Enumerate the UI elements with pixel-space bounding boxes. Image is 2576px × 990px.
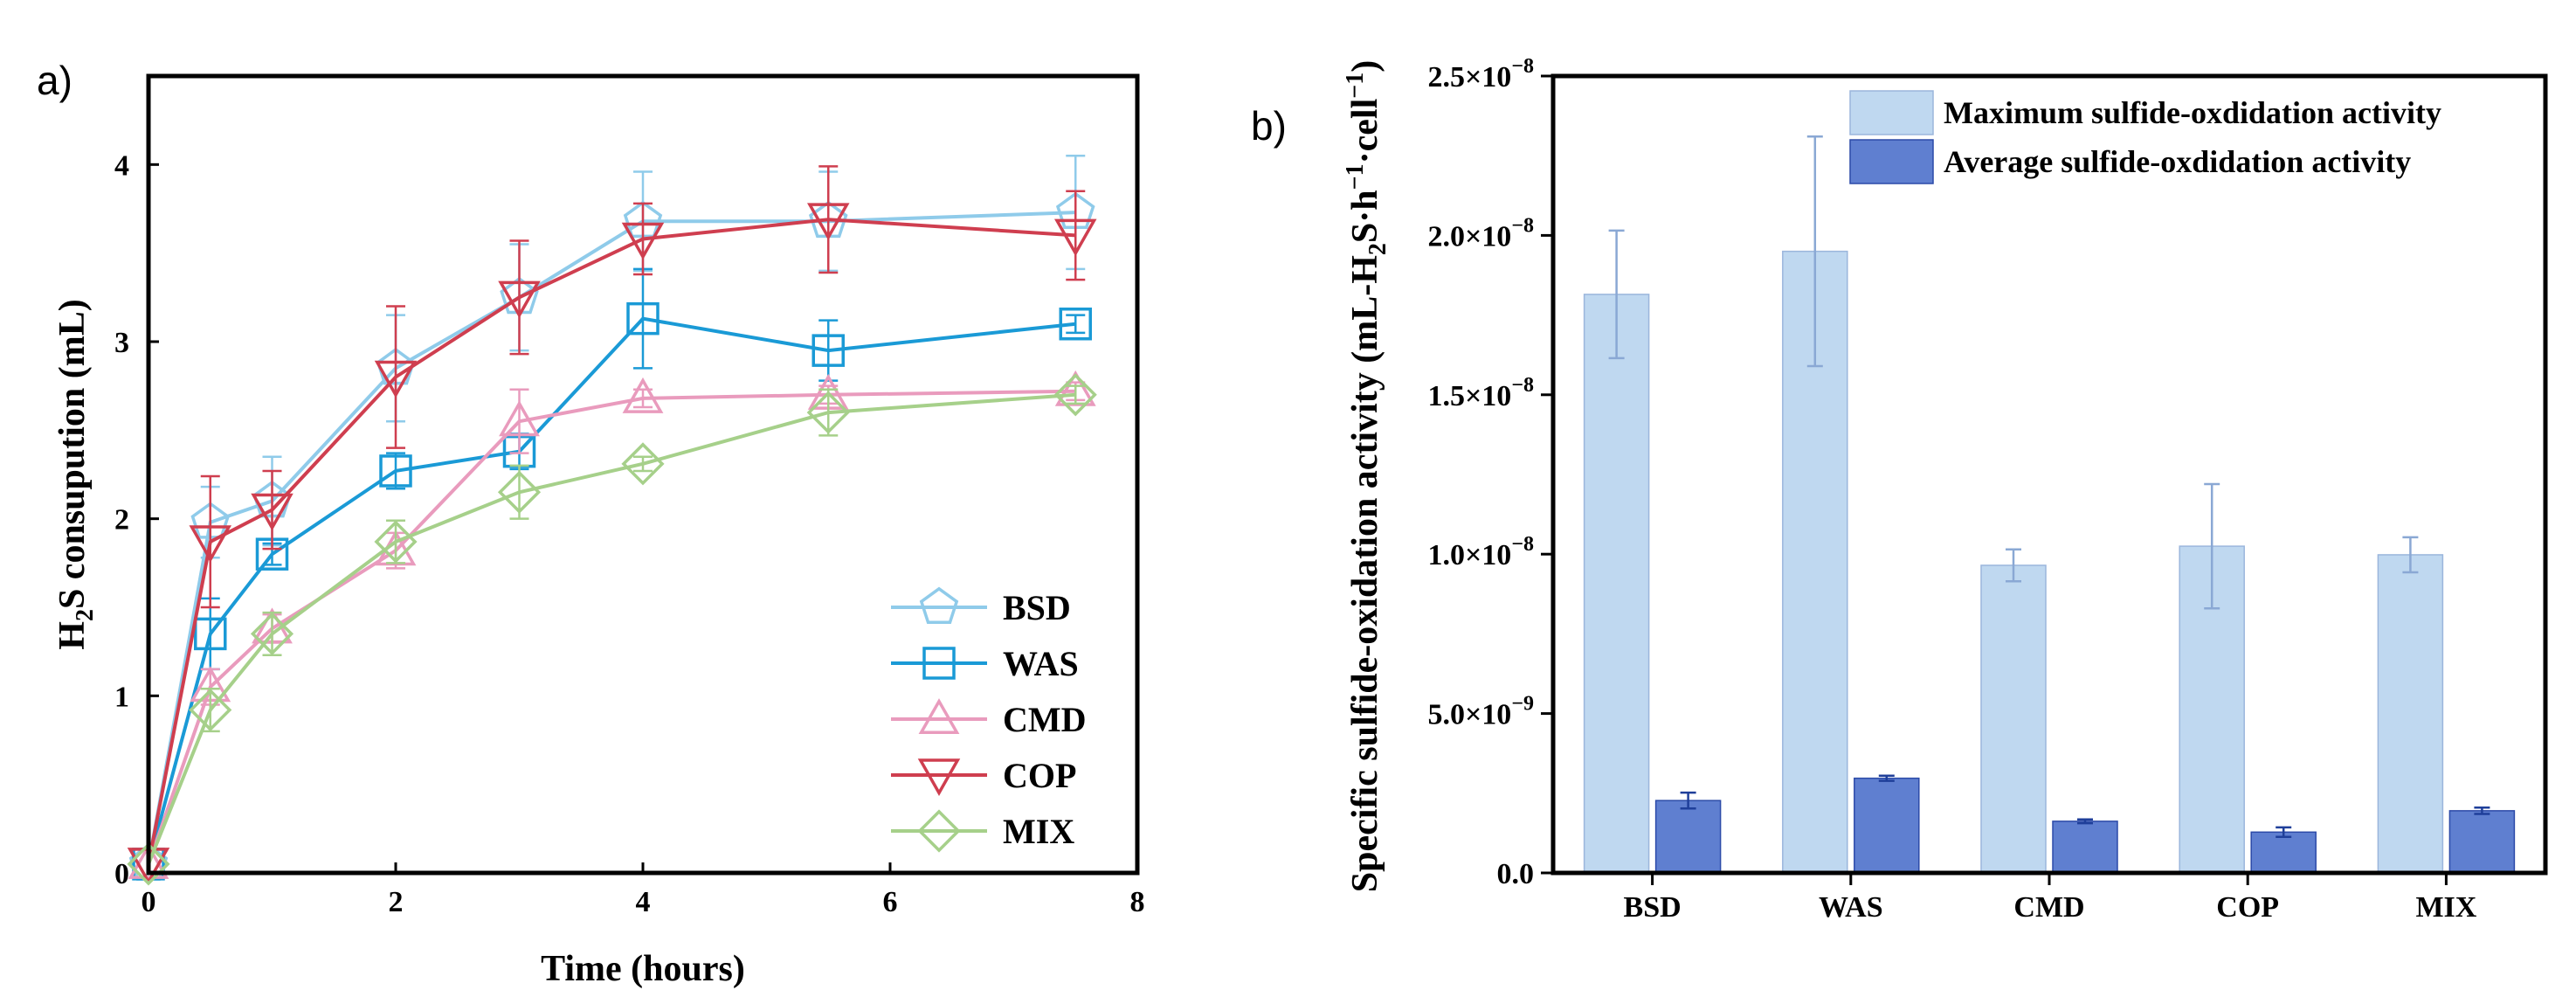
chart-b-y-tick-label: 1.5×10−8 — [1427, 374, 1534, 412]
legend-item-cmd: CMD — [891, 698, 1087, 739]
legend-marker — [922, 647, 956, 680]
chart-a-y-tick-label: 1 — [114, 681, 129, 713]
bar-cop-avg — [2250, 831, 2317, 874]
legend-label: CMD — [1003, 700, 1087, 739]
data-point-cop — [1053, 218, 1097, 257]
legend-item-avg: Average sulfide-oxdidation activity — [1849, 139, 2411, 184]
chart-a-x-tick-label: 4 — [636, 886, 651, 918]
data-point-cmd — [128, 842, 169, 879]
chart-a-y-tick-label: 2 — [114, 504, 129, 537]
legend-label: BSD — [1003, 588, 1071, 627]
legend-label: Average sulfide-oxdidation activity — [1944, 144, 2411, 179]
bar-was-avg — [1854, 777, 1920, 874]
legend-label: MIX — [1003, 812, 1074, 851]
data-point-was — [1059, 307, 1092, 341]
data-point-was — [811, 334, 845, 367]
data-point-was — [379, 454, 412, 488]
data-point-mix — [250, 612, 294, 655]
data-point-cop — [374, 360, 418, 398]
panel-a-label: a) — [37, 58, 73, 103]
data-point-cop — [251, 493, 294, 531]
series-mix — [127, 373, 1097, 886]
legend-marker — [918, 698, 960, 735]
chart-a-x-axis-title: Time (hours) — [541, 949, 745, 989]
series-cop — [127, 165, 1097, 885]
legend-item-cop: COP — [891, 756, 1076, 796]
data-point-cmd — [499, 400, 540, 437]
data-point-mix — [127, 842, 170, 886]
data-point-mix — [806, 391, 850, 434]
chart-b-x-tick-label: COP — [2216, 891, 2279, 924]
legend-label: WAS — [1003, 644, 1079, 683]
series-line-mix — [147, 392, 1076, 865]
bar-bsd-avg — [1654, 800, 1722, 874]
data-point-cop — [189, 525, 232, 563]
chart-b-y-tick-label: 2.0×10−8 — [1427, 214, 1534, 253]
bar-bsd-max — [1583, 294, 1650, 874]
chart-a-x-tick-label: 6 — [883, 886, 898, 918]
bar-cmd-max — [1980, 564, 2047, 874]
chart-b-y-tick-label: 5.0×10−9 — [1427, 693, 1534, 731]
chart-a-y-tick-label: 3 — [114, 327, 129, 359]
data-point-mix — [374, 520, 418, 564]
chart-a-x-tick-label: 2 — [389, 886, 404, 918]
data-point-mix — [497, 470, 542, 514]
chart-b-x-tick-label: WAS — [1819, 891, 1883, 924]
data-point-cmd — [622, 377, 664, 413]
series-line-was — [147, 316, 1076, 865]
chart-b-y-tick-label: 1.0×10−8 — [1427, 533, 1534, 571]
legend-item-max: Maximum sulfide-oxdidation activity — [1849, 90, 2441, 135]
chart-a-y-axis-title: H2S consupution (mL) — [52, 299, 99, 649]
chart-a-x-tick-label: 8 — [1130, 886, 1145, 918]
series-was — [132, 267, 1092, 881]
data-point-mix — [621, 442, 665, 486]
chart-b-y-tick-label: 0.0 — [1497, 858, 1535, 890]
data-point-was — [626, 301, 660, 336]
chart-a-y-tick-label: 0 — [114, 858, 129, 890]
data-point-cop — [498, 280, 541, 319]
bar-cmd-avg — [2052, 820, 2118, 874]
series-line-cop — [147, 218, 1076, 865]
legend-label: Maximum sulfide-oxdidation activity — [1944, 95, 2441, 130]
chart-b-x-tick-label: MIX — [2415, 891, 2476, 924]
data-point-mix — [189, 688, 232, 732]
legend-item-mix: MIX — [891, 809, 1074, 853]
bar-mix-avg — [2448, 810, 2516, 874]
data-point-cop — [621, 222, 665, 260]
chart-b-y-tick-label: 2.5×10−8 — [1427, 55, 1534, 93]
chart-b-x-tick-label: BSD — [1624, 891, 1682, 924]
series-line-cmd — [147, 389, 1076, 865]
chart-b-x-tick-label: CMD — [2013, 891, 2084, 924]
chart-a-y-tick-label: 4 — [114, 149, 129, 182]
panel-b-label: b) — [1251, 103, 1287, 149]
legend-swatch — [1849, 90, 1934, 135]
legend-item-was: WAS — [891, 644, 1079, 683]
data-point-cop — [806, 203, 850, 241]
chart-b-y-axis-title: Specific sulfide-oxidation activity (mL-… — [1342, 60, 1392, 892]
legend-marker — [917, 758, 961, 796]
legend-label: COP — [1003, 756, 1076, 795]
chart-b: 0.0 5.0×10−9 1.0×10−8 1.5×10−8 2.0×10−8 2.5×1… — [1342, 55, 2548, 924]
data-point-was — [194, 617, 227, 651]
legend-item-bsd: BSD — [891, 586, 1071, 627]
bar-mix-max — [2377, 554, 2444, 874]
legend-marker — [917, 809, 961, 853]
chart-a-x-tick-label: 0 — [142, 886, 156, 918]
legend-marker — [919, 586, 959, 624]
legend-swatch — [1849, 139, 1934, 184]
data-point-mix — [1053, 373, 1097, 417]
chart-a: 0 2 4 6 8 0 1 2 3 4 Time (hours) H2S consupution … — [52, 73, 1145, 989]
